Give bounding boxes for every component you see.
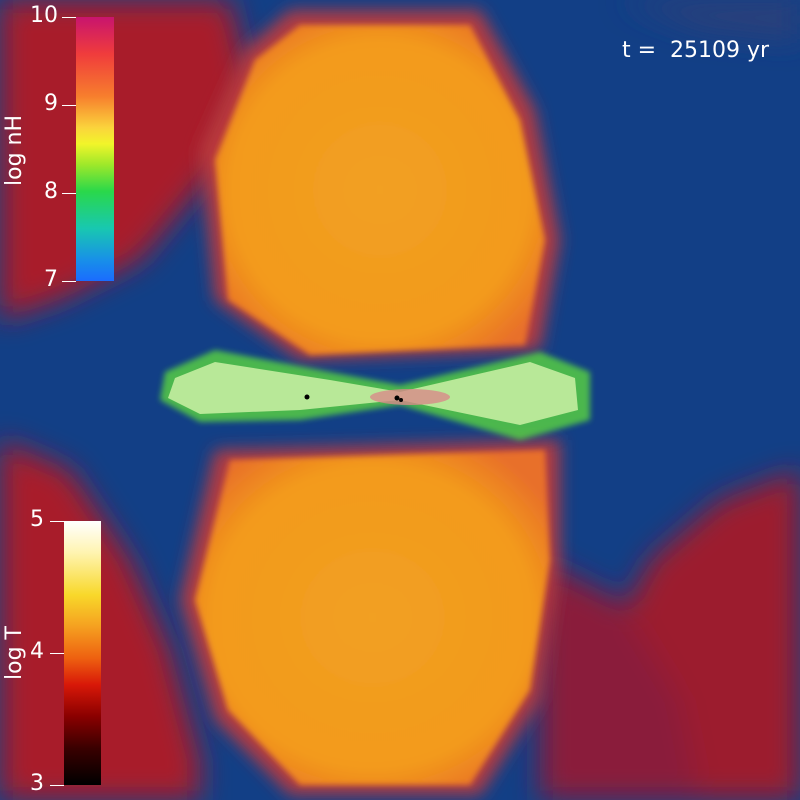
colorbar-temperature [64,521,101,785]
colorbar-nh-title: log nH [2,114,27,186]
colorbar-nh-tick [62,17,76,18]
colorbar-t-tick-label: 3 [30,771,44,796]
colorbar-nh-tick [62,105,76,106]
colorbar-t-tick [50,653,64,654]
colorbar-density [76,17,114,281]
colorbar-nh-tick-label: 10 [30,3,58,28]
colorbar-t-tick [50,521,64,522]
colorbar-t-tick [50,785,64,786]
disk [160,350,590,440]
colorbar-t-tick-label: 4 [30,639,44,664]
colorbar-nh-tick [62,193,76,194]
colorbar-nh-tick [62,281,76,282]
time-label: t = 25109 yr [622,38,770,63]
colorbar-nh-tick-label: 8 [44,179,58,204]
colorbar-t-tick-label: 5 [30,507,44,532]
colorbar-nh-tick-label: 7 [44,267,58,292]
colorbar-nh-tick-label: 9 [44,91,58,116]
bipolar-lobes [195,25,550,785]
colorbar-t-title: log T [2,626,27,680]
